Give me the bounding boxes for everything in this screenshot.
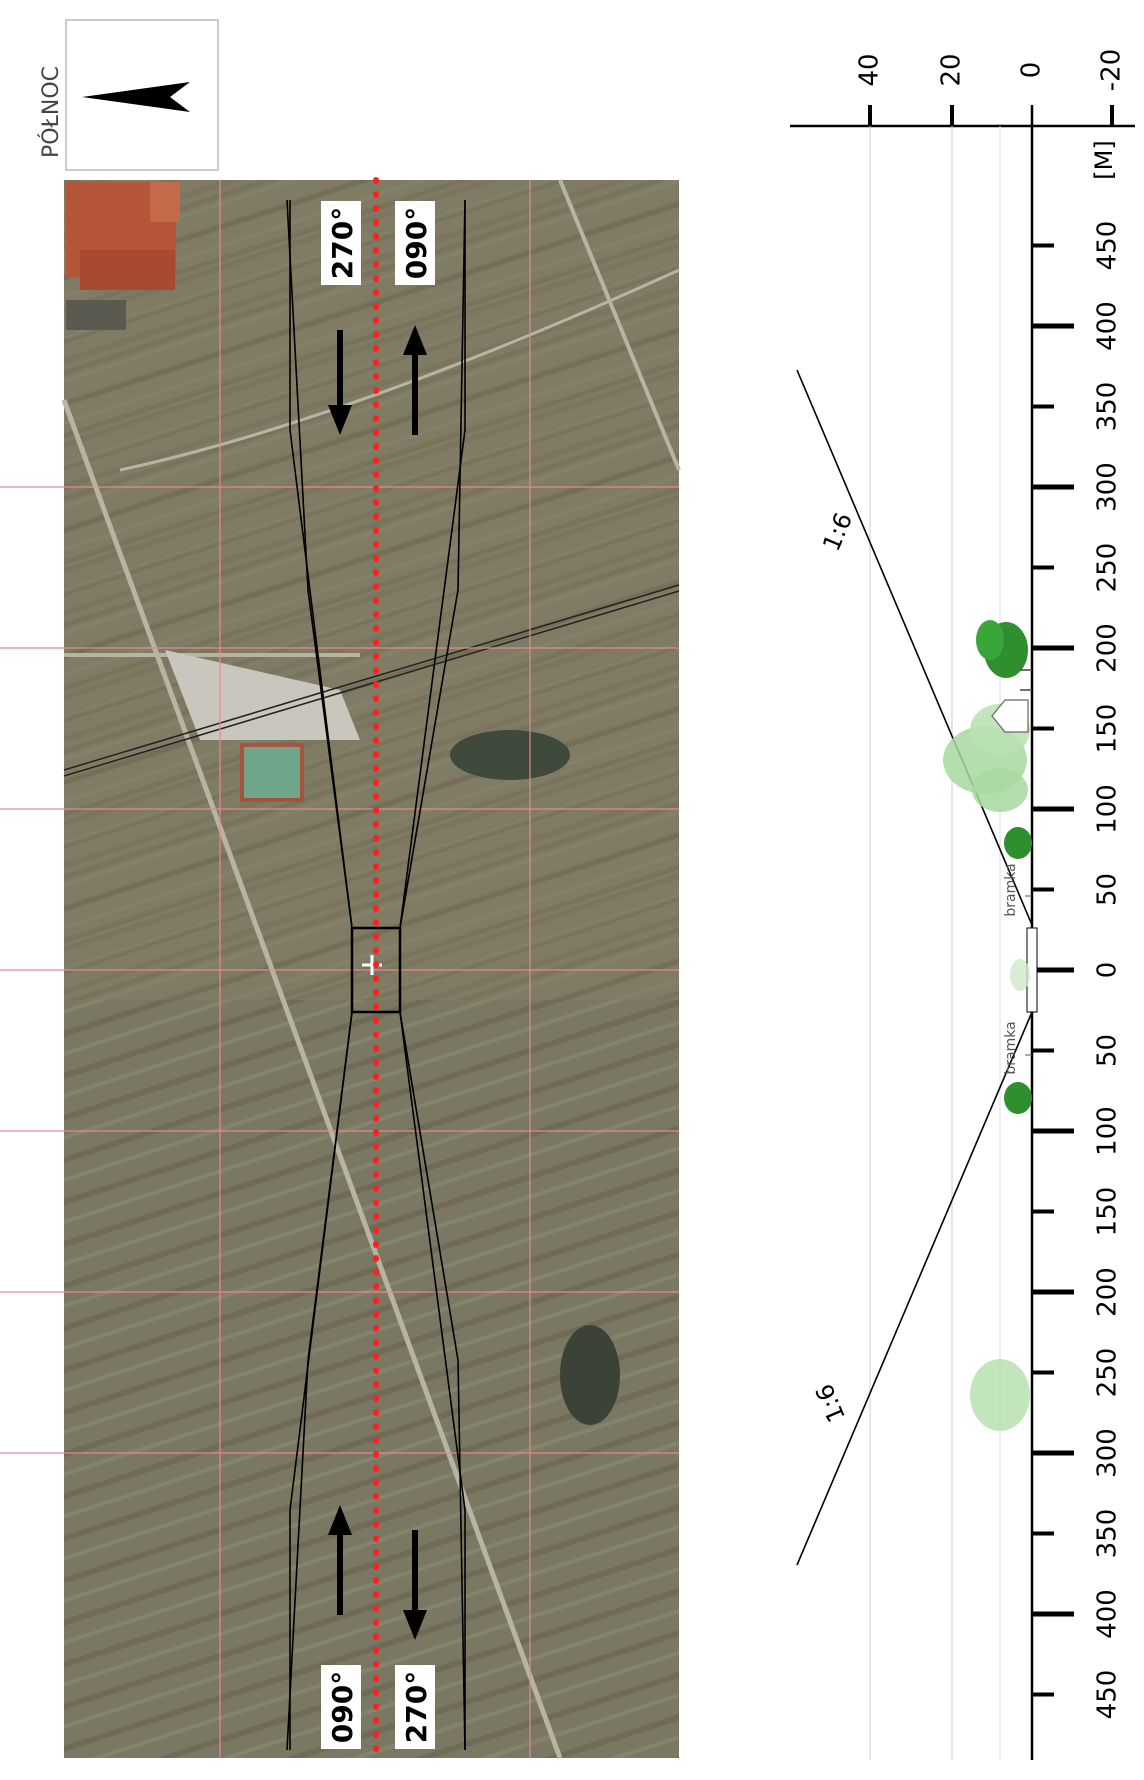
distance-tick-label: 450 (1093, 1670, 1123, 1720)
heading-label: 090° (326, 1671, 359, 1743)
tree-icon (1004, 827, 1032, 859)
building-icon (991, 699, 1029, 733)
tree-icon (976, 620, 1028, 678)
distance-tick-label: 100 (1093, 784, 1123, 834)
distance-tick-label: 200 (1093, 623, 1123, 673)
height-tick-label: -20 (1097, 49, 1127, 91)
distance-tick-label: 450 (1093, 221, 1123, 271)
arrow-up-icon (328, 1505, 352, 1615)
gate-label-top: bramka (1003, 863, 1019, 916)
apron (165, 650, 360, 740)
heading-label: 090° (400, 207, 433, 279)
distance-tick-label: 400 (1093, 301, 1123, 351)
aerial-photo (61, 179, 681, 1759)
arrow-down-icon (403, 1530, 427, 1640)
direction-arrows (328, 325, 427, 1640)
tree-icon (1004, 1082, 1032, 1114)
distance-tick-label: 350 (1093, 382, 1123, 432)
north-arrow-icon (82, 82, 190, 112)
runway-labels: 270° 090° 090° 270° (321, 201, 435, 1749)
arrow-up-icon (403, 325, 427, 435)
height-guides (869, 126, 1001, 1760)
heading-label: 270° (400, 1671, 433, 1743)
gate-label-bottom: bramka (1003, 1021, 1019, 1074)
distance-tick-label: 50 (1093, 1034, 1123, 1067)
woods (450, 730, 570, 780)
tree-icon (1010, 959, 1030, 991)
height-tick-label: 40 (855, 53, 885, 86)
height-tick-label: 20 (937, 53, 967, 86)
woods (560, 1325, 620, 1425)
slope-label-top: 1:6 (817, 509, 858, 555)
height-ticks: 40 20 0 -20 (855, 49, 1127, 126)
distance-ticks: 450 400 350 300 250 200 150 100 50 0 50 100 150 200 25… (1032, 221, 1123, 1720)
north-label: PÓŁNOC (38, 66, 64, 158)
distance-tick-label: 150 (1093, 1187, 1123, 1237)
slope-line-bottom (796, 1011, 1033, 1566)
trees (943, 620, 1032, 1431)
arrow-down-icon (328, 330, 352, 435)
approach-surfaces (286, 199, 466, 1751)
tree-icon (1020, 669, 1032, 691)
heading-label: 270° (326, 207, 359, 279)
distance-tick-label: 100 (1093, 1106, 1123, 1156)
slope-line-top (796, 369, 1033, 926)
distance-tick-label: 350 (1093, 1509, 1123, 1559)
power-line (63, 584, 680, 777)
distance-tick-label: 300 (1093, 462, 1123, 512)
distance-tick-label: 300 (1093, 1428, 1123, 1478)
tree-icon (943, 704, 1030, 812)
runway-strip (350, 926, 402, 1014)
distance-tick-label: 200 (1093, 1267, 1123, 1317)
distance-tick-label: 0 (1093, 962, 1123, 979)
distance-tick-label: 50 (1093, 873, 1123, 906)
slope-label-bottom: 1:6 (810, 1380, 851, 1426)
reference-grid (0, 180, 679, 1758)
sports-field (240, 743, 304, 802)
distance-tick-label: 250 (1093, 543, 1123, 593)
buildings (66, 182, 180, 330)
roads (61, 179, 681, 1759)
obstacle-profile: 40 20 0 -20 4504003503002502001501005005010… (790, 49, 1135, 1760)
distance-tick-label: 250 (1093, 1348, 1123, 1398)
north-indicator: PÓŁNOC (38, 19, 219, 171)
height-tick-label: 0 (1017, 62, 1047, 79)
distance-tick-label: 150 (1093, 704, 1123, 754)
tree-icon (970, 1359, 1030, 1431)
distance-tick-label: 400 (1093, 1589, 1123, 1639)
unit-label: [M] (1090, 140, 1118, 179)
